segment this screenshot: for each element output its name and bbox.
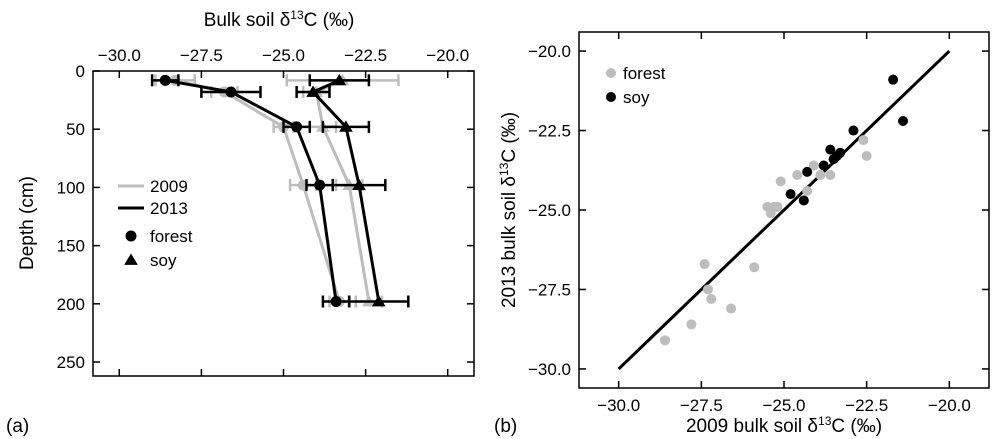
data-point-forest: [825, 170, 836, 181]
panel-b-y-tick-label: −20.0: [528, 42, 571, 61]
data-point-2013-forest: [314, 179, 326, 191]
data-point-2013-forest: [291, 121, 303, 133]
panel-a-x-tick-label: −30.0: [98, 46, 141, 65]
data-point-forest: [699, 259, 710, 270]
panel-b-x-tick-label: −25.0: [762, 396, 805, 415]
panel-a-y-tick-label: 150: [57, 237, 85, 256]
data-point-soy: [785, 189, 796, 200]
panel-b-x-tick-label: −20.0: [928, 396, 971, 415]
legend-label-forest: forest: [150, 227, 193, 246]
panel-a-x-tick-label: −25.0: [262, 46, 305, 65]
panel-a-x-tick-label: −27.5: [180, 46, 223, 65]
data-point-soy: [818, 160, 829, 171]
data-point-soy: [848, 125, 859, 136]
panel-a-y-axis-title: Depth (cm): [17, 176, 38, 270]
panel-b-y-axis-title: 2013 bulk soil δ13C (‰): [497, 112, 520, 308]
panel-a-y-tick-label: 200: [57, 295, 85, 314]
series-line-2013-soy: [310, 78, 381, 302]
panel-a-axes: −30.0 −27.5 −25.0 −22.5 −20.0 0 50 100 150 200 250: [57, 46, 474, 376]
data-point-soy: [835, 147, 846, 158]
panel-b-x-tick-label: −22.5: [845, 396, 888, 415]
panel-b-y-tick-label: −27.5: [528, 280, 571, 299]
panel-b-axes: −30.0 −27.5 −25.0 −22.5 −20.0 −30.0 −27.5 −25.0…: [528, 32, 989, 415]
panel-a-y-tick-label: 250: [57, 353, 85, 372]
panel-b-y-tick-label: −25.0: [528, 201, 571, 220]
panel-b-x-tick-label: −30.0: [597, 396, 640, 415]
panel-a-y-tick-label: 50: [66, 120, 85, 139]
data-point-soy: [802, 166, 813, 177]
data-point-forest: [792, 170, 803, 181]
data-point-2013-soy: [339, 120, 353, 132]
panel-b-plot-area: [617, 49, 951, 371]
panel-a-frame: [92, 70, 475, 377]
panel-a-label: (a): [6, 416, 29, 437]
panel-a-y-tick-label: 100: [57, 178, 85, 197]
data-point-2013-soy: [332, 73, 347, 86]
legend-marker-forest: [606, 68, 616, 78]
data-point-soy: [798, 195, 809, 206]
data-point-forest: [686, 319, 697, 330]
panel-b-scatter: −30.0 −27.5 −25.0 −22.5 −20.0 −30.0 −27.5 −25.0…: [494, 31, 990, 437]
panel-b-label: (b): [494, 416, 517, 437]
panel-a-x-tick-label: −20.0: [426, 46, 469, 65]
series-line-2009-forest: [174, 78, 341, 302]
data-point-forest: [802, 185, 813, 196]
data-point-forest: [815, 170, 826, 181]
legend-marker-soy: [606, 92, 616, 102]
data-point-forest: [706, 294, 717, 304]
panel-b-y-tick-label: −22.5: [528, 122, 571, 141]
legend-marker-soy: [124, 253, 138, 265]
data-point-2013-forest: [225, 86, 237, 98]
panel-b-y-tick-label: −30.0: [528, 360, 571, 379]
data-point-soy: [898, 116, 909, 126]
panel-a-y-tick-label: 0: [76, 62, 85, 81]
legend-label-2013: 2013: [150, 199, 188, 218]
one-to-one-line: [617, 49, 951, 371]
data-point-forest: [861, 150, 872, 161]
data-point-forest: [702, 284, 713, 295]
series-2013-soy: [295, 73, 410, 308]
series-soy: [785, 74, 909, 206]
series-forest: [659, 135, 872, 346]
panel-a-x-tick-label: −22.5: [344, 46, 387, 65]
data-point-forest: [726, 303, 737, 314]
legend-marker-forest: [125, 230, 137, 242]
data-point-forest: [659, 335, 670, 346]
data-point-forest: [772, 201, 783, 212]
panel-a-depth-profile: −30.0 −27.5 −25.0 −22.5 −20.0 0 50 100 150 200 250…: [6, 8, 475, 437]
panel-a-x-axis-title: Bulk soil δ13C (‰): [204, 8, 355, 31]
data-point-forest: [775, 176, 786, 187]
panel-b-x-tick-label: −27.5: [680, 396, 723, 415]
panel-b-x-axis-title: 2009 bulk soil δ13C (‰): [686, 414, 882, 437]
legend-label-soy: soy: [150, 251, 177, 270]
series-line-2013-forest: [164, 78, 338, 302]
legend-label-soy: soy: [623, 88, 650, 107]
data-point-soy: [888, 74, 899, 85]
data-point-2013-forest: [330, 295, 342, 307]
data-point-soy: [825, 144, 836, 155]
data-point-forest: [808, 160, 819, 171]
panel-a-plot-area: [150, 73, 410, 308]
data-point-2013-forest: [159, 74, 171, 86]
data-point-forest: [858, 135, 869, 146]
legend-label-forest: forest: [623, 64, 666, 83]
data-point-2013-soy: [306, 85, 320, 97]
data-point-forest: [749, 262, 760, 273]
data-point-2013-soy: [371, 294, 386, 307]
panel-a-legend: 2009 2013 forest soy: [118, 177, 193, 270]
panel-b-legend: forest soy: [606, 64, 666, 107]
legend-label-2009: 2009: [150, 177, 188, 196]
data-point-2013-soy: [352, 178, 366, 190]
series-2013-forest: [150, 74, 351, 308]
